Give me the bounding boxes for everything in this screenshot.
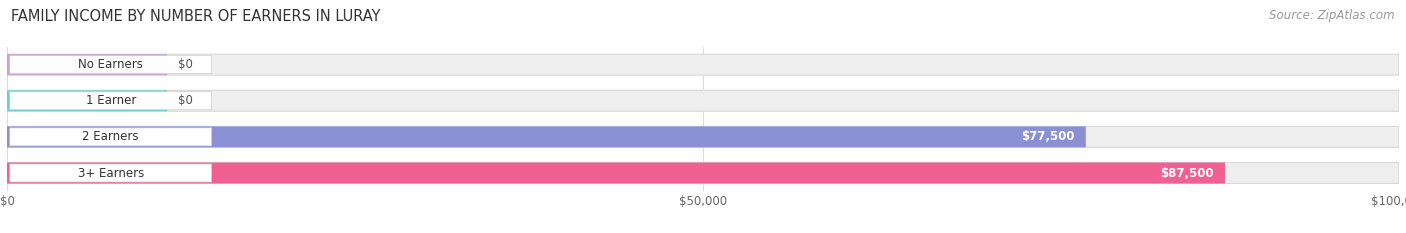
Text: 1 Earner: 1 Earner — [86, 94, 136, 107]
FancyBboxPatch shape — [7, 54, 167, 75]
FancyBboxPatch shape — [10, 164, 212, 182]
Text: 3+ Earners: 3+ Earners — [77, 167, 143, 179]
Text: 2 Earners: 2 Earners — [83, 130, 139, 143]
Text: FAMILY INCOME BY NUMBER OF EARNERS IN LURAY: FAMILY INCOME BY NUMBER OF EARNERS IN LU… — [11, 9, 381, 24]
FancyBboxPatch shape — [7, 54, 1399, 75]
FancyBboxPatch shape — [10, 128, 212, 146]
FancyBboxPatch shape — [10, 56, 212, 74]
FancyBboxPatch shape — [7, 127, 1399, 147]
FancyBboxPatch shape — [10, 92, 212, 110]
Text: No Earners: No Earners — [79, 58, 143, 71]
FancyBboxPatch shape — [7, 90, 167, 111]
Text: $77,500: $77,500 — [1021, 130, 1074, 143]
Text: $0: $0 — [179, 58, 193, 71]
FancyBboxPatch shape — [7, 90, 1399, 111]
FancyBboxPatch shape — [7, 127, 1085, 147]
Text: $87,500: $87,500 — [1160, 167, 1213, 179]
FancyBboxPatch shape — [7, 163, 1399, 183]
Text: $0: $0 — [179, 94, 193, 107]
FancyBboxPatch shape — [7, 163, 1225, 183]
Text: Source: ZipAtlas.com: Source: ZipAtlas.com — [1270, 9, 1395, 22]
